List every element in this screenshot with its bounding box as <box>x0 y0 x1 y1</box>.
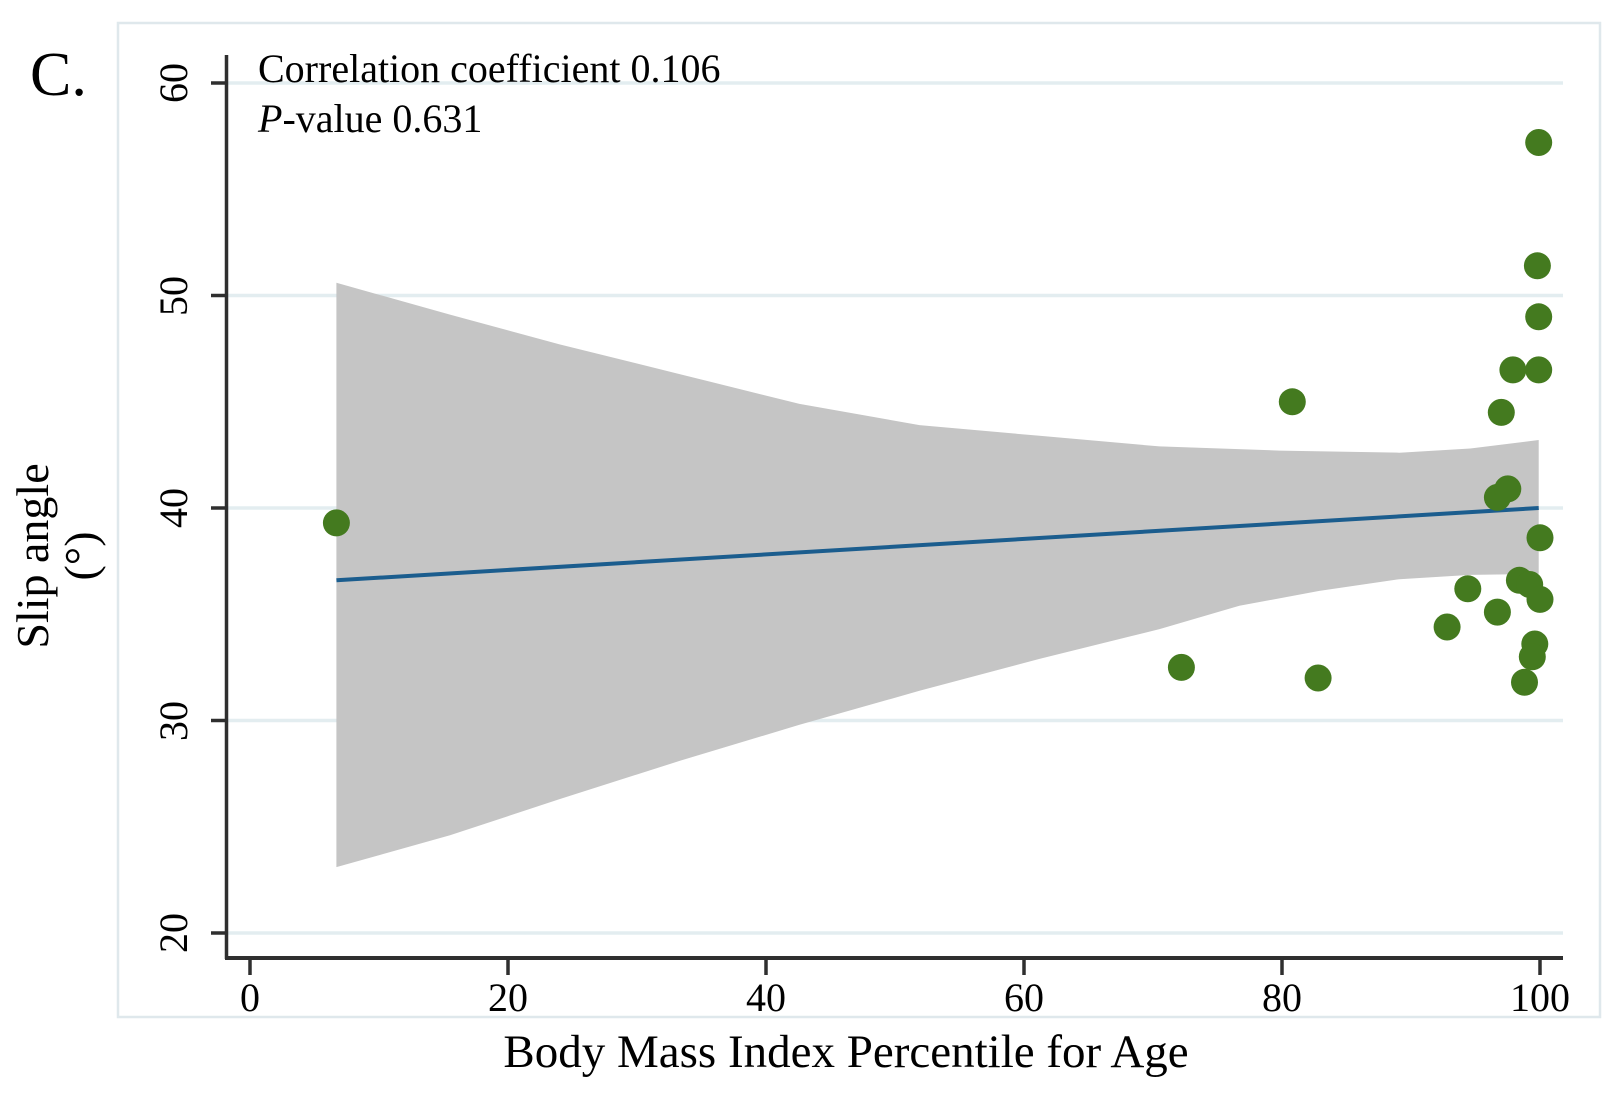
plot-region-border <box>116 21 1602 1019</box>
data-point <box>1526 585 1554 613</box>
p-value-italic-p: P <box>258 96 283 141</box>
data-point <box>1499 356 1527 384</box>
y-axis-title-line2: (°) <box>55 531 106 581</box>
y-tick-label-30: 30 <box>151 700 196 741</box>
data-point <box>1525 356 1553 384</box>
x-axis-title: Body Mass Index Percentile for Age <box>503 1026 1189 1078</box>
data-point <box>1525 129 1553 156</box>
data-point <box>1526 524 1554 552</box>
data-point <box>1518 643 1546 671</box>
x-tick-label-0: 0 <box>240 975 260 1020</box>
data-point <box>1433 613 1461 641</box>
y-axis-title-line1: Slip angle <box>7 463 58 649</box>
stats-annotation: Correlation coefficient 0.106 P-value 0.… <box>258 44 720 144</box>
y-tick-label-60: 60 <box>151 63 196 103</box>
data-point <box>1454 575 1482 603</box>
y-tick-label-50: 50 <box>151 275 196 316</box>
p-value-text: P-value 0.631 <box>258 94 720 144</box>
data-point <box>1483 598 1511 626</box>
data-point <box>1494 475 1522 503</box>
data-point <box>1304 664 1332 692</box>
y-tick-label-40: 40 <box>151 488 196 528</box>
data-point <box>322 509 350 537</box>
panel-label: C. <box>30 41 87 109</box>
p-value-rest: -value 0.631 <box>282 96 483 141</box>
data-point <box>1525 303 1553 331</box>
y-tick-label-20: 20 <box>151 913 196 953</box>
x-tick-label-100: 100 <box>1510 975 1570 1020</box>
y-axis-title: Slip angle (°) <box>7 463 106 649</box>
data-point <box>1487 398 1515 426</box>
data-point <box>1167 653 1195 681</box>
correlation-coefficient-text: Correlation coefficient 0.106 <box>258 46 721 91</box>
regression-line <box>336 506 1539 583</box>
x-tick-label-60: 60 <box>1004 975 1044 1020</box>
data-point <box>1511 668 1538 696</box>
data-point <box>1278 388 1306 416</box>
x-tick-label-20: 20 <box>488 975 528 1020</box>
x-tick-label-80: 80 <box>1262 975 1302 1020</box>
data-point <box>1523 252 1551 280</box>
confidence-band <box>336 282 1539 868</box>
x-tick-label-40: 40 <box>746 975 786 1020</box>
